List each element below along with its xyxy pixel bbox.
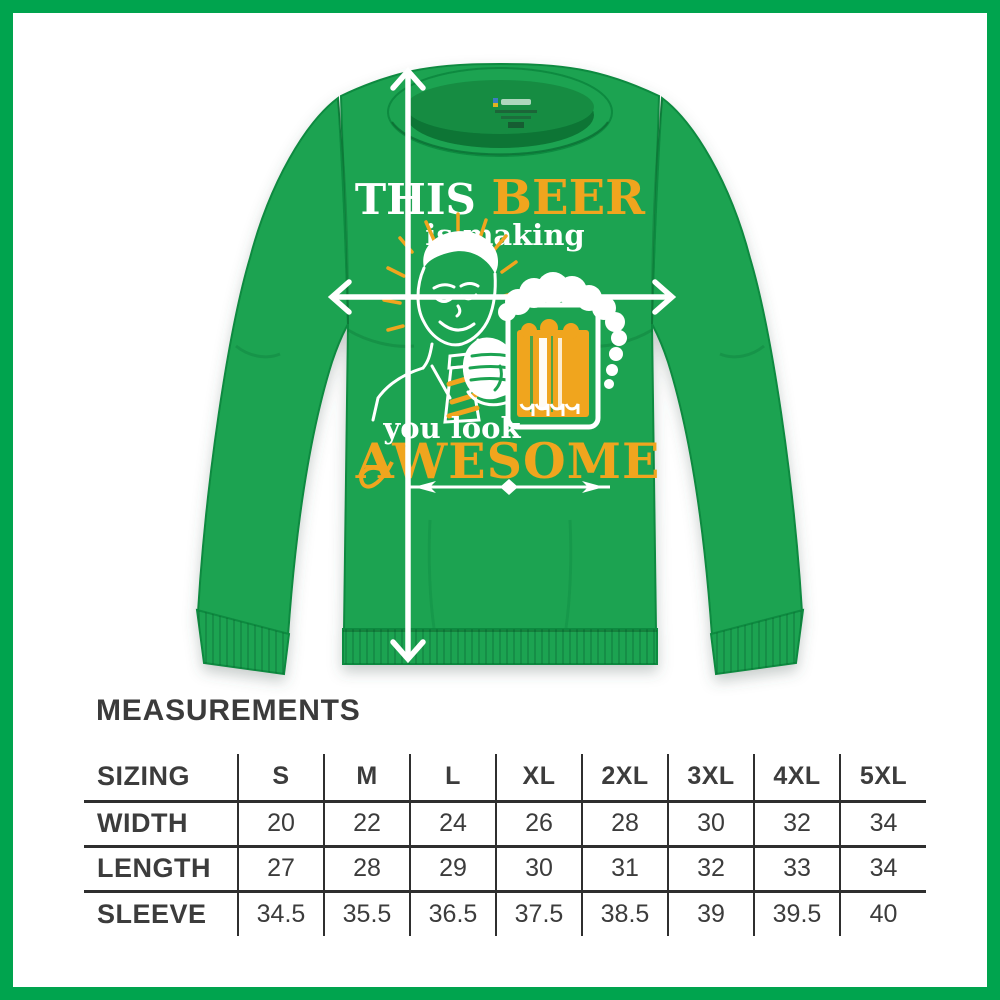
chest-print: THIS BEER is making xyxy=(355,170,659,495)
width-arrow xyxy=(327,279,677,315)
size-value-cell: 20 xyxy=(237,799,324,846)
size-value-cell: 29 xyxy=(409,844,496,891)
row-label-width: WIDTH xyxy=(84,799,238,846)
beer-mug-illustration xyxy=(498,272,627,430)
sweatshirt xyxy=(195,62,805,676)
size-value-cell: 39.5 xyxy=(753,889,840,936)
col-header-2xl: 2XL xyxy=(581,754,668,801)
size-value-cell: 32 xyxy=(667,844,754,891)
size-chart-table: SIZING S M L XL 2XL 3XL 4XL 5XL WIDTH 20 22 24 26 28 30… xyxy=(84,754,926,936)
size-value-cell: 34 xyxy=(839,799,926,846)
size-value-cell: 30 xyxy=(667,799,754,846)
table-row-sleeve: SLEEVE 34.5 35.5 36.5 37.5 38.5 39 39.5 40 xyxy=(84,889,926,936)
row-label-length: LENGTH xyxy=(84,844,238,891)
col-header-l: L xyxy=(409,754,496,801)
left-sleeve xyxy=(196,96,350,638)
size-value-cell: 39 xyxy=(667,889,754,936)
size-value-cell: 34.5 xyxy=(237,889,324,936)
size-value-cell: 40 xyxy=(839,889,926,936)
table-row-length: LENGTH 27 28 29 30 31 32 33 34 xyxy=(84,844,926,891)
size-value-cell: 30 xyxy=(495,844,582,891)
col-header-3xl: 3XL xyxy=(667,754,754,801)
size-value-cell: 34 xyxy=(839,844,926,891)
size-value-cell: 22 xyxy=(323,799,410,846)
table-row-width: WIDTH 20 22 24 26 28 30 32 34 xyxy=(84,799,926,846)
size-value-cell: 28 xyxy=(323,844,410,891)
size-value-cell: 32 xyxy=(753,799,840,846)
col-header-4xl: 4XL xyxy=(753,754,840,801)
brand-tag xyxy=(493,98,537,128)
size-value-cell: 37.5 xyxy=(495,889,582,936)
size-value-cell: 36.5 xyxy=(409,889,496,936)
size-value-cell: 38.5 xyxy=(581,889,668,936)
col-header-m: M xyxy=(323,754,410,801)
size-value-cell: 35.5 xyxy=(323,889,410,936)
collar xyxy=(387,67,613,157)
col-header-5xl: 5XL xyxy=(839,754,926,801)
size-value-cell: 26 xyxy=(495,799,582,846)
size-value-cell: 31 xyxy=(581,844,668,891)
length-arrow xyxy=(390,66,426,664)
row-label-sleeve: SLEEVE xyxy=(84,889,238,936)
size-value-cell: 24 xyxy=(409,799,496,846)
divider-ornament xyxy=(359,461,610,495)
col-header-xl: XL xyxy=(495,754,582,801)
size-value-cell: 28 xyxy=(581,799,668,846)
col-header-sizing: SIZING xyxy=(97,761,191,792)
measurements-heading: MEASUREMENTS xyxy=(96,694,361,727)
right-sleeve xyxy=(650,96,804,638)
size-value-cell: 27 xyxy=(237,844,324,891)
col-header-s: S xyxy=(237,754,324,801)
size-value-cell: 33 xyxy=(753,844,840,891)
fist xyxy=(462,337,516,400)
measurement-arrows xyxy=(327,66,677,664)
print-this-beer-text: THIS BEER xyxy=(355,170,646,226)
